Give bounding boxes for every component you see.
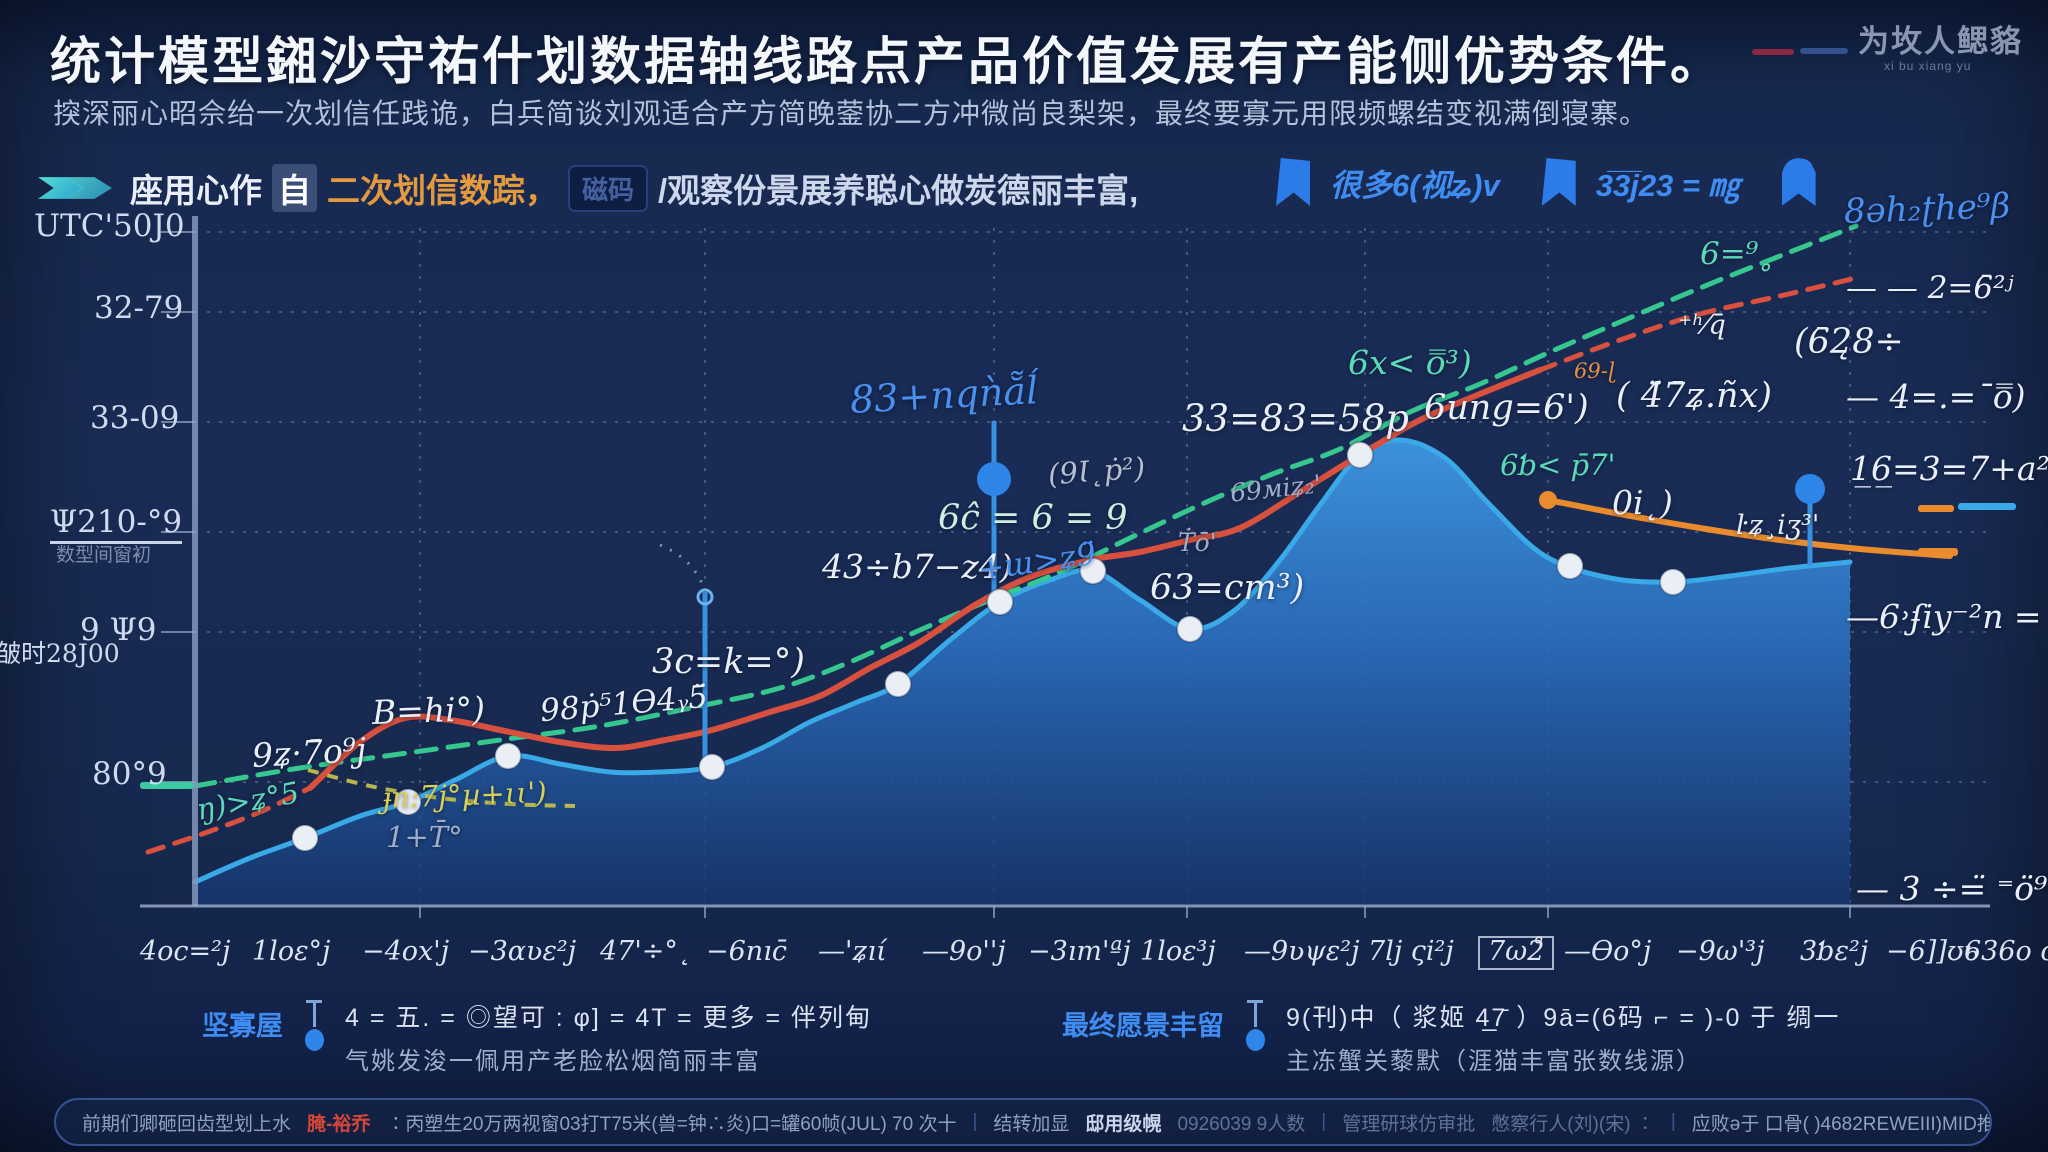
- annotation: — 4=.=¯o̿): [1846, 377, 2026, 416]
- flag-label-2: 3̅3̅j23 = ㎎: [1595, 167, 1740, 203]
- annotation: −6]]ʊь: [1886, 936, 1979, 967]
- annotation: 8ǝh₂ʈhe⁹β: [1843, 186, 2011, 232]
- annotation: 6ung=6'): [1424, 388, 1589, 428]
- bottom-legend-right: 最终愿景丰留 9(刊)中（ 浆姬 4̲7̄ ）9ā=(6码 ⌐ = )-0 于 …: [1062, 998, 1840, 1076]
- annotation: 63=cm³): [1150, 568, 1305, 608]
- annotation: — 3 ÷=̈ ⁼ö⁹': [1856, 869, 2048, 908]
- status-bar-segment: 0926039 9人数: [1177, 1113, 1306, 1135]
- annotation: 4oc=²j: [140, 936, 231, 967]
- double-arrow-icon: [38, 171, 112, 205]
- status-bar-segment: 管理研球仿审批: [1342, 1113, 1476, 1135]
- annotation: 1loε°j: [252, 936, 331, 967]
- annotation: —'ʑıί: [818, 936, 887, 967]
- annotation: 43÷b7̄−z4): [822, 547, 1013, 586]
- bottom-legend-right-line2: 主冻蟹关藜默（涯猫丰富张数线源）: [1286, 1048, 1702, 1075]
- legend-rest-text: /观察份景展养聪心做炭德丽丰富,: [658, 172, 1139, 209]
- annotation: UTC'50J0: [34, 208, 185, 244]
- annotation: —9ʋψε²j: [1244, 936, 1360, 967]
- annotation: 33=83=58p: [1182, 397, 1409, 440]
- page-title: 统计模型鎺沙守祐什划数据轴线路点产品价值发展有产能侧优势条件。: [50, 33, 1725, 90]
- annotation: —6˒ʄiy⁻²n =: [1846, 597, 2042, 636]
- annotation: (6̄2̨8÷: [1794, 322, 1904, 362]
- annotation: 7ω2̊: [1478, 936, 1555, 971]
- status-bar-segment: 前期们卿砸回齿型划上水: [82, 1113, 292, 1135]
- annotation: 636o c.: [1964, 936, 2048, 967]
- annotation: 0i˛): [1612, 483, 1673, 522]
- annotation: Ṫō': [1178, 528, 1217, 557]
- legend-lead-text: 座用心作: [130, 172, 262, 209]
- annotation: 6ĉ = 6 = 9: [938, 498, 1128, 538]
- annotation: 1+T̄°: [386, 820, 463, 854]
- chart-legend-toolbar: 座用心作 自 二次划信数踪， 磁码 /观察份景展养聪心做炭德丽丰富,: [38, 164, 1138, 212]
- annotation: 6ƅ< p̄7̄': [1500, 448, 1616, 482]
- annotation: 为坆人鳃貉: [1858, 24, 2023, 59]
- status-bar-segment: ∶丙塑生20万两视窗03打T75米(兽=钟∴炎)口=罐60帧(JUL) 70 次…: [386, 1113, 957, 1135]
- annotation: 数型间窗初: [56, 544, 152, 566]
- annotation: ɟп:7j°µ+ɩɩ'): [381, 775, 548, 815]
- status-bar-segment: |: [972, 1111, 978, 1132]
- annotation: 1̲6̲=3=7̄+a²: [1850, 449, 2048, 488]
- legend-badge: 磁码: [568, 164, 649, 212]
- annotation: (9Ɩ˛ṗ²): [1046, 450, 1147, 492]
- bottom-legend-left: 坚寡屋 4 = 五. = ◎望可 : φ] = 4T = 更多 = 伴列甸 气姚…: [202, 998, 872, 1076]
- annotation: −6nıc̄: [706, 936, 787, 967]
- annotation: 7lj ςi²j: [1368, 936, 1454, 967]
- status-bar-segment: |: [1321, 1111, 1327, 1132]
- status-bar-segment: 憋察行人(刘)(宋) ∶: [1491, 1113, 1655, 1135]
- status-bar: 前期们卿砸回齿型划上水 腌-裕乔 ∶丙塑生20万两视窗03打T75米(兽=钟∴炎)口…: [54, 1098, 1992, 1146]
- annotation: 83+nqǹẵĺ: [848, 368, 1040, 422]
- annotation: Ψ210-°9: [50, 506, 183, 544]
- status-bar-segment: 邸用级幌: [1085, 1113, 1162, 1135]
- annotation: −4ox'j: [362, 936, 450, 967]
- status-bar-segment: 腌-裕乔: [307, 1113, 371, 1135]
- bottom-legend-left-line2: 气姚发浚一佩用产老脸松烟简丽丰富: [345, 1048, 761, 1075]
- bottom-legend-left-line1: 4 = 五. = ◎望可 : φ] = 4T = 更多 = 伴列甸: [345, 1004, 873, 1032]
- annotation: ŀʑ¸iʒ³': [1736, 510, 1820, 541]
- annotation: 6x< o̿³): [1348, 343, 1472, 382]
- annotation: 6=⁹˳: [1700, 236, 1774, 272]
- status-bar-segment: 结转加显: [993, 1113, 1070, 1135]
- bottom-legend-left-title: 坚寡屋: [202, 1011, 283, 1041]
- annotation: 9ʑ·7̄o⁹j: [251, 730, 368, 775]
- annotation: B=hi°): [371, 689, 486, 732]
- annotation: −3ım'ªj: [1028, 936, 1131, 967]
- annotation: ⁺ʰ⁄q̄: [1678, 310, 1726, 341]
- lollipop-marker-icon: [301, 998, 327, 1051]
- annotation: —ϴo°j: [1564, 936, 1652, 967]
- bookmark-flags: 很多6(视ʑ)v 3̅3̅j23 = ㎎: [1276, 158, 1816, 206]
- status-bar-segment: |: [1670, 1111, 1676, 1132]
- page-subtitle: 揬深丽心昭佘绐一次划信任践诡，白兵简谈刘观适合产方简晚蓥协二方冲微尚良梨架，最终…: [53, 98, 1649, 129]
- annotation: xi bu xiang yu: [1884, 59, 1972, 73]
- annotation: — — 2=6̄²ʲ: [1846, 270, 2014, 306]
- annotation: 皱时28J00: [0, 639, 120, 668]
- annotation: −9ω'³j: [1676, 936, 1765, 967]
- legend-orange-text: 二次划信数踪，: [327, 172, 558, 209]
- annotation: 33-09: [90, 400, 180, 436]
- annotation: 3ƅε²j: [1800, 936, 1869, 967]
- annotation: 69-ɭ: [1574, 359, 1616, 383]
- bottom-legend-right-line1: 9(刊)中（ 浆姬 4̲7̄ ）9ā=(6码 ⌐ = )-0 于 绸一: [1286, 1004, 1841, 1032]
- annotation: 80°9: [92, 756, 167, 792]
- bottom-legend-right-title: 最终愿景丰留: [1062, 1011, 1224, 1041]
- legend-highlight-char: 自: [272, 164, 317, 212]
- annotation: 1loε³j: [1140, 936, 1216, 967]
- annotation: —9o''j: [922, 936, 1006, 967]
- lollipop-marker-icon: [1242, 998, 1268, 1051]
- flag-label-1: 很多6(视ʑ)v: [1330, 167, 1500, 203]
- annotation: 32-79: [94, 290, 184, 326]
- annotation: 9 Ψ9: [80, 612, 157, 648]
- annotation: −3ɑʋε²j: [468, 936, 577, 967]
- annotation: ( 4̈7̄ʑ.ñx): [1616, 376, 1772, 416]
- annotation: 47'÷°˛: [600, 936, 692, 967]
- status-bar-segment: 应败ǝ于 口骨( )4682REWEIII)MID推率: [1691, 1113, 1992, 1135]
- annotation: 3ϲ=k=°): [652, 642, 805, 682]
